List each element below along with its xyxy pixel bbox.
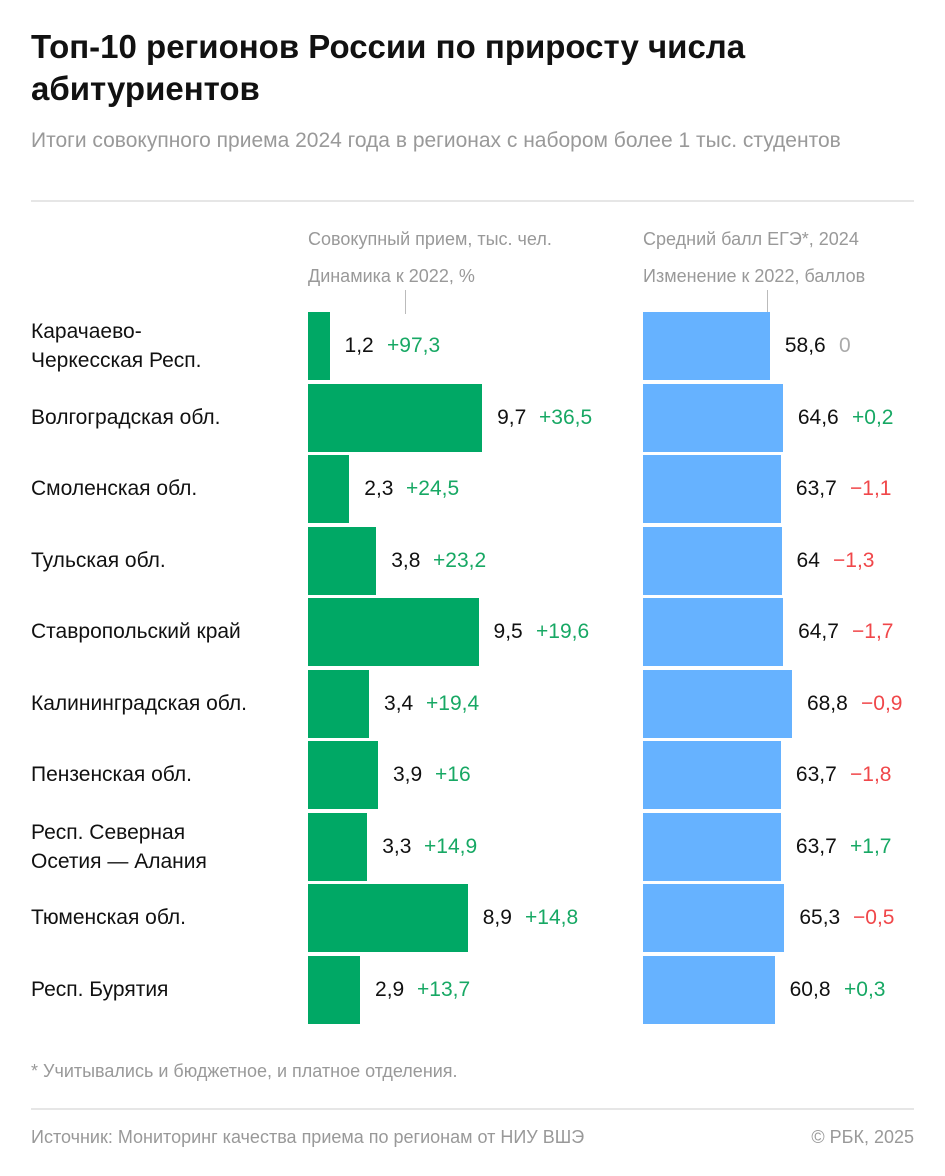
value-label: 8,9 — [482, 906, 512, 929]
bar-panel2 — [643, 812, 781, 881]
panel2-subheader: Изменение к 2022, баллов — [643, 266, 866, 286]
chart-subtitle: Итоги совокупного приема 2024 года в рег… — [31, 129, 841, 152]
source: Источник: Мониторинг качества приема по … — [31, 1127, 585, 1147]
value-label: 64,7 — [798, 620, 839, 643]
divider — [31, 200, 914, 202]
value-label: 65,3 — [799, 906, 841, 929]
footnote: * Учитывались и бюджетное, и платное отд… — [31, 1061, 458, 1081]
bar-panel2 — [643, 383, 783, 452]
change-label: +23,2 — [433, 548, 487, 572]
panel1-header: Совокупный прием, тыс. чел. — [308, 229, 552, 249]
value-label: 58,6 — [784, 334, 826, 357]
value-label: 1,2 — [344, 334, 374, 357]
bar-panel2 — [643, 312, 770, 380]
change-label: +14,9 — [424, 834, 478, 858]
bar-panel1 — [308, 526, 377, 595]
bar-panel2 — [643, 741, 781, 809]
bar-panel1 — [308, 812, 368, 881]
change-label: −0,5 — [853, 906, 895, 929]
chart-title: Топ-10 регионов России по приросту числа… — [31, 28, 746, 107]
bar-panel1 — [308, 455, 350, 523]
region-label: Калининградская обл. — [31, 691, 247, 715]
region-label: Респ. Северная Осетия — Алания — [31, 820, 207, 873]
region-label: Тульская обл. — [31, 548, 166, 572]
region-label: Смоленская обл. — [31, 477, 198, 500]
bar-panel2 — [643, 526, 782, 595]
value-label: 64,6 — [797, 405, 839, 429]
change-label: +97,3 — [387, 334, 441, 357]
value-label: 3,9 — [393, 763, 423, 786]
change-label: +1,7 — [850, 834, 892, 858]
value-label: 63,7 — [795, 763, 837, 786]
value-label: 2,9 — [375, 977, 405, 1001]
bar-panel1 — [308, 955, 361, 1024]
panel2-header: Средний балл ЕГЭ*, 2024 — [643, 229, 859, 249]
change-label: −1,3 — [833, 548, 875, 572]
bar-panel2 — [643, 669, 792, 738]
change-label: +0,3 — [844, 977, 886, 1001]
panel1-subheader: Динамика к 2022, % — [308, 266, 475, 286]
region-label: Тюменская обл. — [31, 906, 187, 929]
bar-panel1 — [308, 741, 378, 809]
panel2-tick — [767, 290, 768, 314]
value-label: 63,7 — [795, 477, 837, 500]
change-label: +19,6 — [536, 620, 590, 643]
region-label: Ставропольский край — [31, 620, 241, 643]
bar-panel1 — [308, 598, 479, 666]
bar-panel1 — [308, 884, 468, 952]
change-label: +16 — [435, 763, 471, 786]
change-label: +36,5 — [539, 405, 593, 429]
divider — [31, 1108, 914, 1110]
region-label: Карачаево-Черкесская Респ. — [31, 320, 202, 372]
bar-panel1 — [308, 383, 483, 452]
value-label: 60,8 — [789, 977, 831, 1001]
panel1-tick — [405, 290, 406, 314]
bar-panel2 — [643, 455, 781, 523]
change-label: +13,7 — [417, 977, 471, 1001]
change-label: +0,2 — [852, 405, 894, 429]
region-label: Респ. Бурятия — [31, 977, 169, 1001]
value-label: 2,3 — [364, 477, 394, 500]
value-label: 9,7 — [497, 405, 527, 429]
change-label: +19,4 — [426, 691, 480, 715]
change-label: −1,1 — [850, 477, 892, 500]
change-label: +14,8 — [525, 906, 579, 929]
bar-panel2 — [643, 955, 775, 1024]
change-label: −0,9 — [861, 691, 903, 715]
region-label: Волгоградская обл. — [31, 405, 221, 429]
bar-panel2 — [643, 884, 785, 952]
value-label: 64 — [796, 548, 820, 572]
bar-panel2 — [643, 598, 784, 666]
value-label: 3,8 — [391, 548, 421, 572]
value-label: 3,3 — [382, 834, 412, 858]
value-label: 68,8 — [806, 691, 848, 715]
bar-panel1 — [308, 669, 370, 738]
change-label: +24,5 — [406, 477, 460, 500]
region-label: Пензенская обл. — [31, 763, 192, 786]
value-label: 63,7 — [795, 834, 837, 858]
change-label: −1,8 — [850, 763, 892, 786]
bar-panel1 — [308, 312, 330, 380]
value-label: 3,4 — [384, 691, 414, 715]
change-label: −1,7 — [852, 620, 894, 643]
value-label: 9,5 — [493, 620, 523, 643]
change-label: 0 — [839, 334, 851, 357]
copyright: © РБК, 2025 — [811, 1127, 914, 1147]
